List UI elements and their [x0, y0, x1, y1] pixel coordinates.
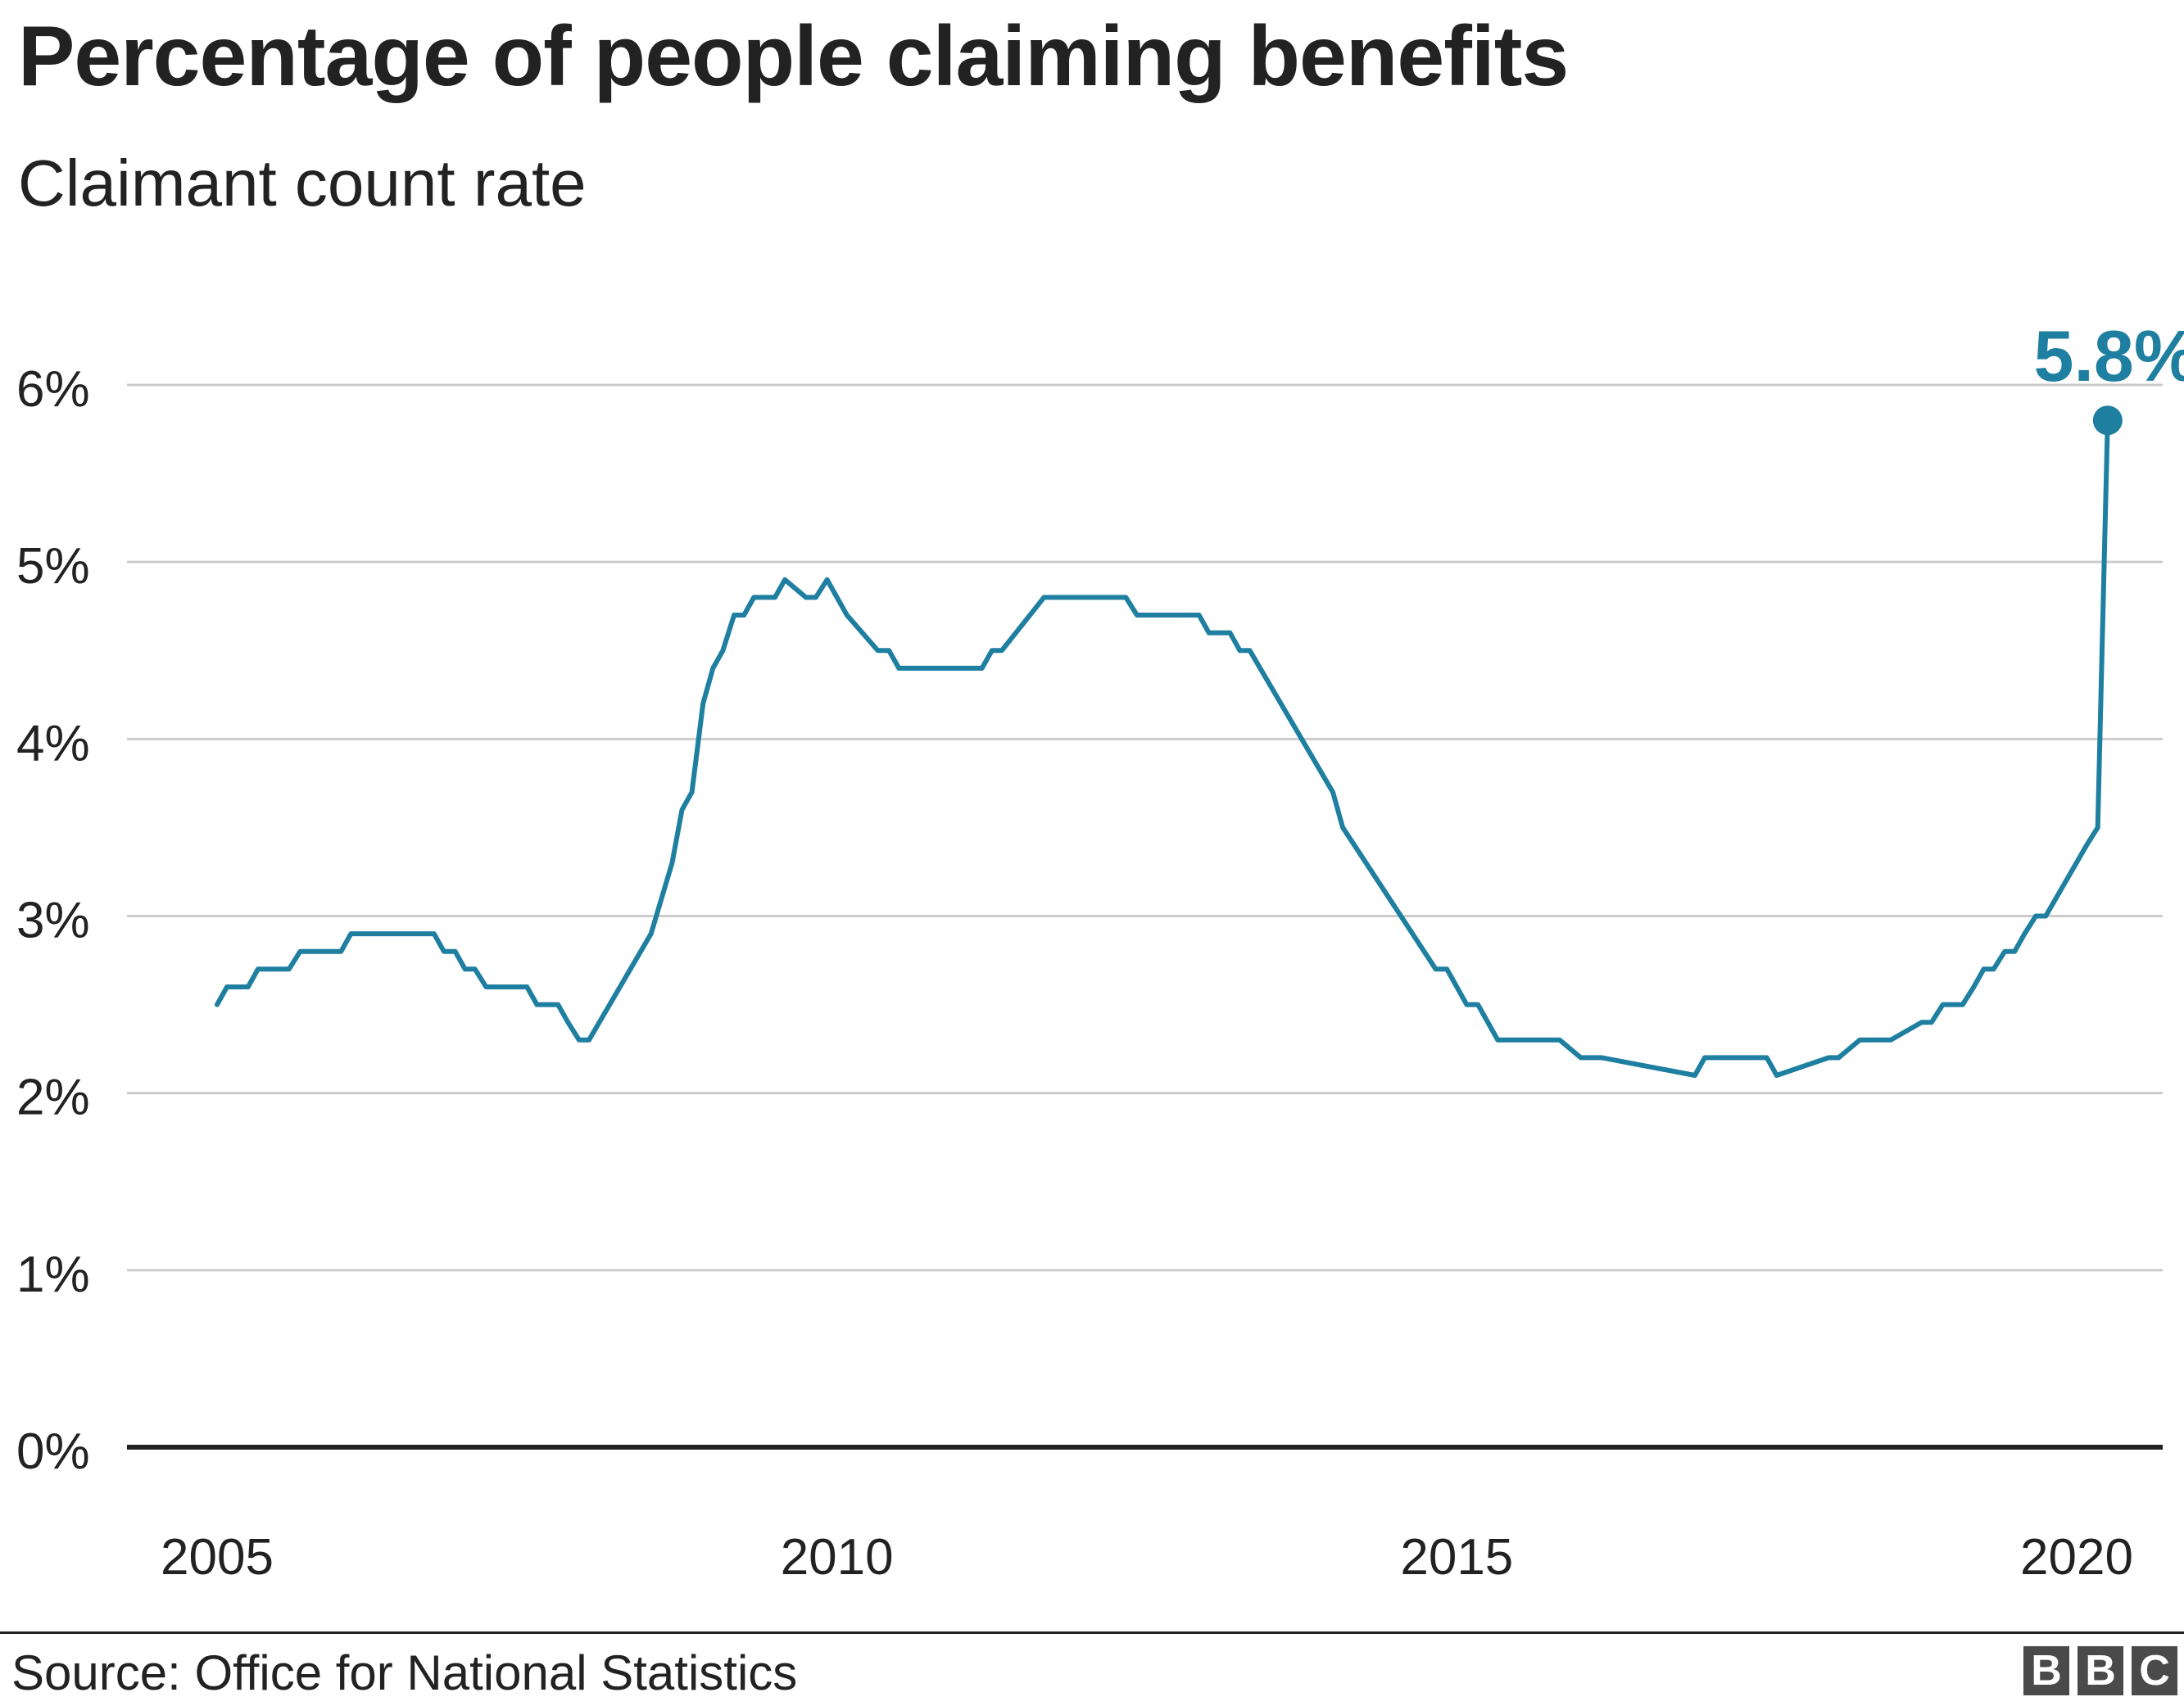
gridlines — [127, 383, 2163, 1450]
y-tick-label: 5% — [16, 538, 90, 595]
y-tick-label: 3% — [16, 893, 90, 949]
y-tick-label: 2% — [16, 1070, 90, 1126]
x-tick-label: 2005 — [161, 1529, 274, 1586]
bbc-logo: B B C — [2023, 1646, 2177, 1695]
series-layer — [215, 418, 2110, 1078]
x-tick-label: 2015 — [1400, 1529, 1513, 1586]
x-axis-ticks: 2005 2010 2015 2020 — [161, 1529, 2133, 1586]
endpoint-marker — [2092, 405, 2123, 436]
endpoint-value-label: 5.8% — [2034, 315, 2184, 396]
x-tick-label: 2020 — [2020, 1529, 2133, 1586]
chart-title: Percentage of people claiming benefits — [18, 9, 1569, 104]
footer-divider — [0, 1631, 2184, 1634]
annotations: 5.8% — [2034, 315, 2184, 436]
y-tick-label: 6% — [16, 361, 90, 418]
y-tick-label: 4% — [16, 715, 90, 772]
y-axis-ticks: 0% 1% 2% 3% 4% 5% 6% — [16, 361, 90, 1480]
chart-subtitle: Claimant count rate — [18, 147, 587, 219]
x-tick-label: 2010 — [781, 1529, 894, 1586]
y-tick-label: 1% — [16, 1247, 90, 1303]
source-note: Source: Office for National Statistics — [11, 1645, 798, 1700]
series-line — [215, 418, 2110, 1078]
logo-letter-b2: B — [2078, 1646, 2123, 1695]
logo-letter-c: C — [2132, 1646, 2177, 1695]
y-tick-label: 0% — [16, 1423, 90, 1480]
logo-letter-b1: B — [2023, 1646, 2069, 1695]
